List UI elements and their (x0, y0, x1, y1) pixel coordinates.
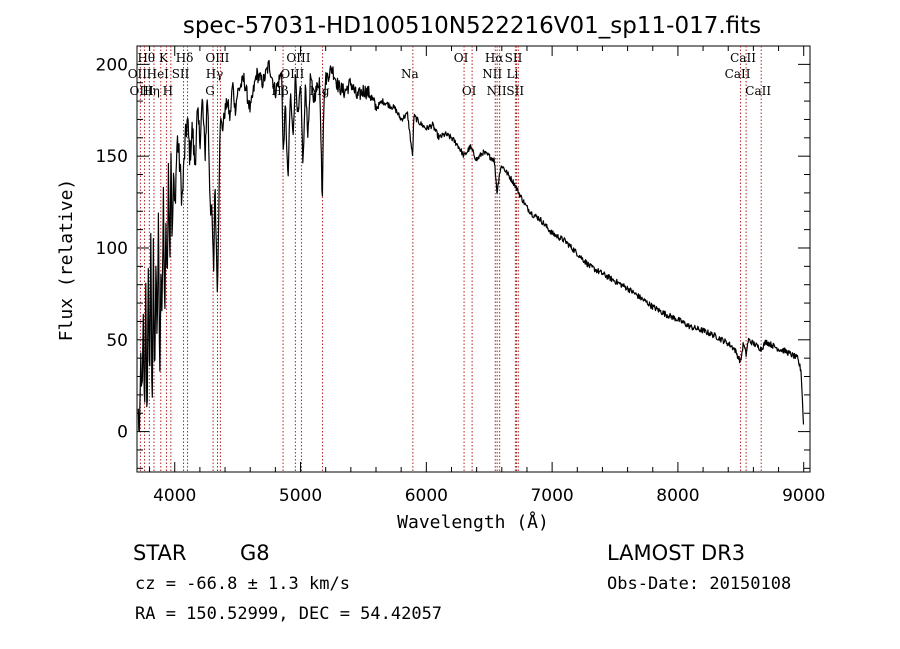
line-label: CaII (725, 67, 751, 81)
survey-name: LAMOST DR3 (607, 541, 745, 565)
y-axis-label: Flux (relative) (56, 179, 77, 342)
chart-title: spec-57031-HD100510N522216V01_sp11-017.f… (183, 13, 761, 39)
y-tick-label: 150 (96, 147, 128, 167)
line-label: SII (172, 67, 190, 81)
y-tick-label: 200 (96, 55, 128, 75)
line-label: H (163, 84, 173, 98)
line-label: OI (462, 84, 477, 98)
line-markers (139, 46, 762, 472)
line-label: OIII (286, 51, 310, 65)
line-label: K (159, 51, 169, 65)
x-tick-label: 7000 (530, 486, 573, 506)
x-tick-label: 5000 (279, 486, 322, 506)
line-label: OIII (205, 51, 229, 65)
x-axis-label: Wavelength (Å) (397, 511, 549, 533)
spectrum-series (137, 59, 805, 432)
y-axis-ticks: 0 50 100 150 200 (96, 45, 810, 469)
x-tick-label: 9000 (782, 486, 825, 506)
line-label: Hδ (176, 51, 194, 65)
obs-date-text: Obs-Date: 20150108 (607, 574, 791, 594)
line-label: OI (454, 51, 469, 65)
line-label: OIII (280, 67, 304, 81)
line-label: HeI (147, 67, 170, 81)
x-axis-ticks: 4000 5000 6000 7000 8000 9000 (149, 46, 825, 506)
line-label: CaII (745, 84, 771, 98)
y-tick-label: 0 (117, 423, 128, 443)
x-tick-label: 4000 (153, 486, 196, 506)
redshift-text: cz = -66.8 ± 1.3 km/s (135, 574, 350, 594)
object-subclass: G8 (240, 541, 270, 565)
object-class: STAR (133, 541, 186, 565)
line-label: NII (482, 67, 502, 81)
line-label: G (205, 84, 215, 98)
spectrum-line (137, 59, 805, 432)
line-label: Li (506, 67, 518, 81)
line-label: Hθ (137, 51, 155, 65)
line-label: Na (401, 67, 419, 81)
y-tick-label: 100 (96, 239, 128, 259)
plot-frame (136, 45, 811, 473)
line-label: SII (505, 51, 523, 65)
ra-dec-text: RA = 150.52999, DEC = 54.42057 (135, 604, 442, 624)
line-label: CaII (730, 51, 756, 65)
line-label: Hα (485, 51, 504, 65)
line-label: Hη (142, 84, 160, 98)
line-label: NII (487, 84, 507, 98)
line-label: OIII (130, 84, 154, 98)
line-label: Hγ (206, 67, 224, 81)
x-tick-label: 6000 (405, 486, 448, 506)
line-label: OII (128, 67, 148, 81)
x-tick-label: 8000 (656, 486, 699, 506)
y-tick-label: 50 (106, 331, 128, 351)
line-label: SII (506, 84, 524, 98)
